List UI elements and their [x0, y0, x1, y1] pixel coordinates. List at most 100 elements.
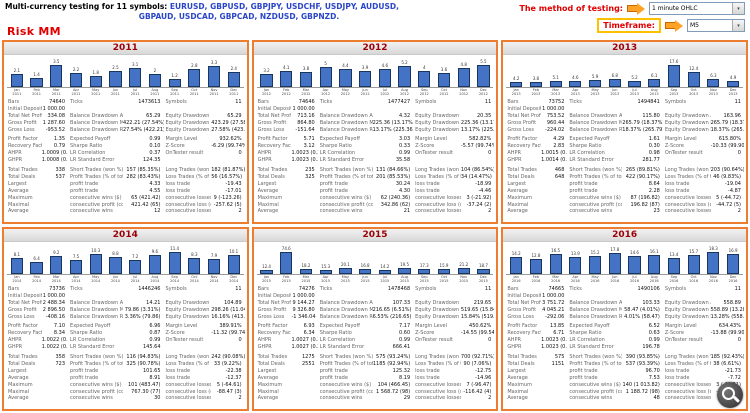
chevron-down-icon[interactable]: ▾	[732, 20, 744, 31]
stat-value: 0.79	[53, 143, 66, 150]
stat-value	[622, 106, 663, 113]
stat-label: Largest	[507, 367, 526, 374]
stat-value: -4.46	[478, 187, 492, 194]
chart-bar-column: 8.1	[7, 252, 27, 274]
month-year: 2016	[708, 279, 718, 284]
stat-value: 298.26 (11.04%)	[211, 306, 244, 313]
bar-value-label: 5.2	[631, 74, 638, 80]
stat-label: loss trade	[415, 180, 440, 187]
chart-bar	[457, 267, 470, 274]
stat-value	[711, 344, 744, 351]
stat-label: AHPR	[507, 337, 521, 344]
stat-value: 6.52	[648, 323, 660, 330]
stat-value: 0.33	[399, 143, 411, 150]
month-axis-label: May 2014	[86, 275, 106, 283]
stat-label: Long Trades (won %)	[165, 354, 212, 361]
month-name: Aug	[151, 275, 159, 279]
stat-label	[164, 293, 212, 300]
month-name: Mar	[52, 275, 60, 279]
stat-value	[211, 344, 244, 351]
chart-bar	[168, 79, 181, 87]
chart-bar	[109, 71, 122, 87]
stat-value: 13.85	[550, 323, 565, 330]
month-axis-label: Apr 2015	[316, 275, 336, 283]
stat-label: Gross Loss	[507, 126, 534, 133]
chart-baseline	[256, 87, 494, 88]
month-axis-label: Aug 2014	[145, 275, 165, 283]
stat-label: consecutive wins ($)	[70, 194, 122, 201]
stat-row: Total Net Profit 713.16 Balance Drawdown A…	[256, 113, 495, 120]
monthly-profit-chart: 12.4 74.6 18.2 15.3 20.1 16.8 14.2 19.5 17.3 15.9…	[254, 242, 497, 283]
bar-value-label: 16.9	[728, 247, 738, 253]
stat-label: Recovery Factor	[507, 330, 541, 337]
bar-value-label: 7.9	[210, 252, 218, 258]
method-dropdown[interactable]: 1 minute OHLC ▾	[649, 2, 745, 15]
stat-row: GHPR 1.0014 (0.14%)LR Standard Error 281.7…	[505, 157, 744, 164]
panel-year: 2011	[4, 42, 247, 55]
month-axis-label: Feb 2015	[276, 275, 296, 283]
stat-row: Total Deals 2551 Profit Trades (% of total…	[256, 361, 495, 368]
chart-bar-column: 2.1	[7, 68, 27, 87]
month-axis-label: Nov 2011	[204, 88, 224, 96]
stat-label: Gross Profit	[507, 306, 537, 313]
stat-label: LR Standard Error	[319, 157, 365, 164]
chevron-down-icon[interactable]: ▾	[732, 3, 744, 14]
stat-value: 575 (93.24%)	[376, 354, 411, 361]
month-year: 2016	[610, 279, 620, 284]
stat-value: 6.53% (216.65)	[372, 313, 412, 320]
month-year: 2015	[419, 279, 429, 284]
stat-label: Sharpe Ratio	[70, 143, 103, 150]
method-row: The method of testing: 1 minute OHLC ▾	[519, 2, 745, 15]
month-axis-label: Oct 2011	[184, 88, 204, 96]
stat-value: 1494841	[637, 99, 660, 106]
chart-bar	[549, 254, 562, 274]
chart-bar-column: 15.7	[684, 249, 704, 274]
year-panel: 2011 2.1 1.4 3.5 2.2 1.8 2.5 3.1 2 1.2 2.8 3.3 2.4 …	[2, 40, 249, 224]
month-axis-label: Oct 2013	[684, 88, 704, 96]
chart-bar	[529, 258, 543, 274]
chart-bar-column: 74.6	[276, 246, 296, 274]
stat-label: Total Deals	[8, 360, 36, 367]
stat-value: 615.80%	[718, 136, 741, 143]
chart-bar	[707, 252, 720, 274]
stat-value: 196.82 (87)	[630, 201, 660, 208]
stat-value: 6.96	[149, 323, 161, 330]
bar-value-label: 12.4	[262, 264, 271, 270]
timeframe-dropdown[interactable]: M5 ▾	[687, 19, 745, 32]
stat-value: 4.30	[399, 187, 411, 194]
stat-label: loss trade	[664, 180, 690, 187]
zoom-magnifier-button[interactable]	[717, 382, 743, 408]
chart-bar-column: 17.6	[664, 59, 684, 87]
stat-value: 11	[484, 286, 492, 293]
stat-row: Average consecutive wins 21 consecutive los…	[256, 208, 495, 215]
stat-label: AHPR	[257, 337, 272, 344]
stat-label: Loss Trades (% of total)	[415, 173, 461, 180]
stat-value: 33 (9.22%)	[213, 360, 242, 367]
stat-value: 74665	[548, 286, 565, 293]
chart-bar-column: 18.2	[296, 263, 316, 274]
chart-bar-column: 5.9	[585, 74, 605, 87]
stat-value: 281.77	[642, 157, 660, 164]
stat-value: 1473613	[138, 99, 161, 106]
stat-value: 450.62%	[469, 323, 492, 330]
stat-value: 8.91	[149, 374, 161, 381]
stat-label: Sharpe Ratio	[319, 143, 352, 150]
stat-label: LR Correlation	[319, 150, 356, 157]
month-name: Dec	[230, 275, 238, 279]
chart-bar-column: 1.8	[86, 70, 106, 87]
month-axis-label: Jun 2012	[355, 88, 375, 96]
stat-row: Total Net Profit 9 144.27 Balance Drawdown…	[256, 300, 495, 307]
month-year: 2014	[150, 279, 160, 284]
stat-row: Recovery Factor 6.71 Sharpe Ratio 0.63 Z-Sco…	[505, 330, 744, 337]
month-year: 2013	[728, 92, 738, 97]
month-year: 2013	[531, 92, 541, 97]
stat-label: Bars	[507, 99, 519, 106]
month-axis-label: Jan 2016	[506, 275, 526, 283]
month-name: May	[92, 88, 100, 92]
stat-label: profit trade	[319, 180, 348, 187]
stat-row: Maximal consecutive profit (count) 196.82 …	[505, 202, 744, 209]
bar-value-label: 2.2	[72, 67, 80, 73]
month-axis-label: Sep 2013	[664, 88, 684, 96]
month-name: Feb	[33, 88, 40, 92]
chart-bar-column: 13.9	[565, 251, 585, 274]
